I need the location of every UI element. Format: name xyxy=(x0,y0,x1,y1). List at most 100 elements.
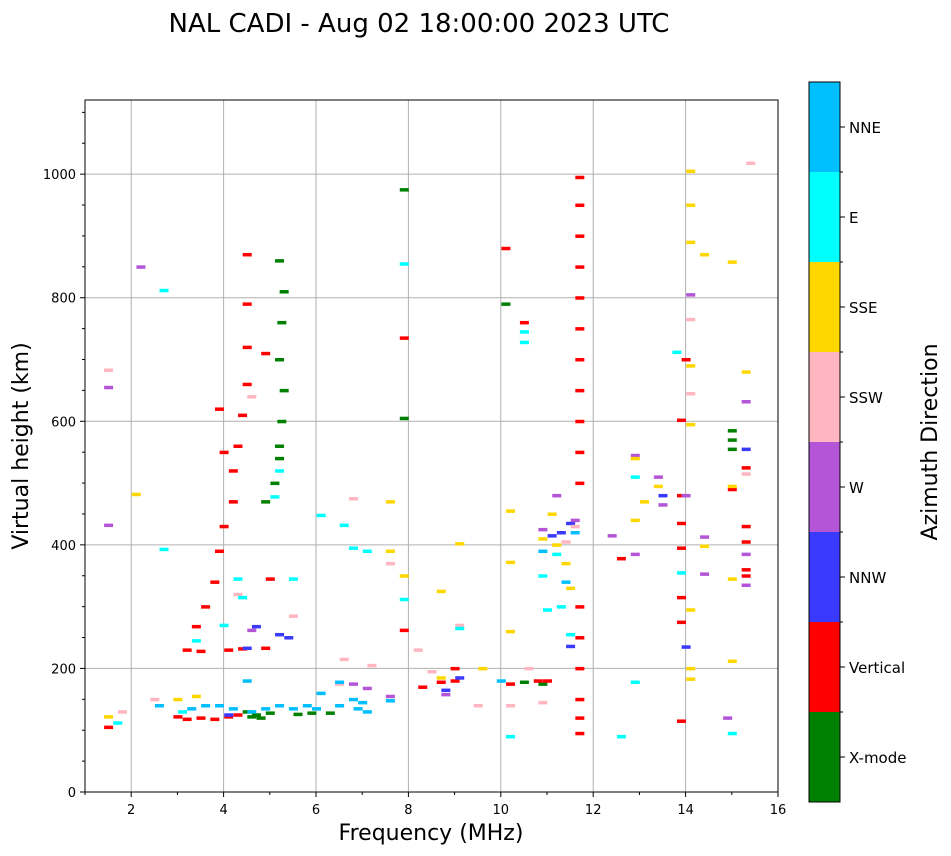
data-point xyxy=(455,623,465,628)
data-point xyxy=(275,358,285,362)
data-point xyxy=(700,544,710,549)
data-point xyxy=(270,495,280,499)
data-point xyxy=(455,626,465,631)
data-point xyxy=(727,438,737,442)
data-point xyxy=(233,577,243,581)
series-w xyxy=(104,265,751,720)
colorbar-segment xyxy=(809,712,840,802)
data-point xyxy=(455,542,465,546)
data-point xyxy=(570,518,580,523)
data-point xyxy=(676,595,686,600)
data-point xyxy=(316,691,326,696)
data-point xyxy=(741,552,751,557)
data-point xyxy=(575,605,585,609)
data-point xyxy=(616,556,626,561)
x-tick-label: 6 xyxy=(312,803,320,818)
data-point xyxy=(182,648,192,652)
data-point xyxy=(385,561,395,566)
data-point xyxy=(261,500,271,504)
data-point xyxy=(154,704,164,708)
data-point xyxy=(473,704,483,708)
data-point xyxy=(238,647,248,651)
data-point xyxy=(399,262,409,266)
y-tick-label: 400 xyxy=(51,539,76,554)
data-point xyxy=(275,456,285,461)
data-point xyxy=(630,680,640,685)
data-point xyxy=(385,549,395,554)
data-point xyxy=(219,450,229,455)
data-point xyxy=(455,676,465,680)
data-point xyxy=(741,540,751,544)
data-point xyxy=(686,364,696,368)
data-point xyxy=(575,419,585,424)
colorbar-segment xyxy=(809,532,840,622)
data-point xyxy=(575,481,585,486)
data-point xyxy=(275,469,285,473)
x-tick-label: 16 xyxy=(770,803,787,818)
data-point xyxy=(214,704,224,708)
y-tick-label: 1000 xyxy=(43,168,76,183)
data-point xyxy=(413,648,423,652)
data-point xyxy=(261,707,271,711)
data-point xyxy=(242,252,252,257)
data-point xyxy=(187,707,197,711)
data-point xyxy=(653,475,663,479)
data-point xyxy=(700,252,710,257)
data-point xyxy=(727,447,737,452)
data-point xyxy=(575,716,585,720)
data-point xyxy=(219,524,229,529)
data-point xyxy=(538,700,548,705)
data-point xyxy=(501,246,511,251)
data-point xyxy=(247,710,257,714)
data-point xyxy=(681,493,691,498)
data-point xyxy=(676,571,686,575)
data-point xyxy=(242,382,252,387)
data-point xyxy=(385,694,395,699)
data-point xyxy=(399,336,409,340)
data-point xyxy=(506,509,516,513)
y-tick-label: 600 xyxy=(51,415,76,430)
data-point xyxy=(630,518,640,523)
data-point xyxy=(159,547,169,552)
data-point xyxy=(681,645,691,649)
data-point xyxy=(741,447,751,452)
data-point xyxy=(275,444,285,448)
data-point xyxy=(399,416,409,421)
data-point xyxy=(686,240,696,245)
data-point xyxy=(104,715,114,719)
data-point xyxy=(312,707,321,711)
series-nne xyxy=(154,531,580,714)
data-point xyxy=(543,679,552,683)
data-point xyxy=(233,592,243,597)
data-point xyxy=(561,580,571,584)
colorbar-label: W xyxy=(849,479,864,497)
data-point xyxy=(238,595,248,600)
data-point xyxy=(727,731,737,736)
colorbar-label: Vertical xyxy=(849,659,905,677)
data-point xyxy=(348,697,358,702)
data-point xyxy=(676,521,686,526)
data-point xyxy=(436,589,446,594)
data-point xyxy=(385,500,395,504)
data-point xyxy=(533,679,543,683)
data-point xyxy=(214,549,224,554)
data-point xyxy=(247,715,257,719)
series-vertical xyxy=(104,175,751,736)
data-point xyxy=(233,444,243,448)
data-point xyxy=(681,358,691,362)
data-point xyxy=(242,345,252,350)
data-point xyxy=(566,632,576,637)
data-point xyxy=(575,265,585,269)
data-point xyxy=(496,679,506,683)
colorbar-segment xyxy=(809,172,840,262)
data-point xyxy=(524,666,534,671)
data-point xyxy=(519,320,529,325)
y-axis-label: Virtual height (km) xyxy=(9,342,34,549)
data-point xyxy=(261,646,271,651)
data-point xyxy=(727,484,737,489)
data-point xyxy=(741,370,751,374)
data-point xyxy=(441,688,451,693)
data-point xyxy=(196,649,206,654)
data-point xyxy=(552,493,562,498)
x-tick-label: 8 xyxy=(404,803,412,818)
